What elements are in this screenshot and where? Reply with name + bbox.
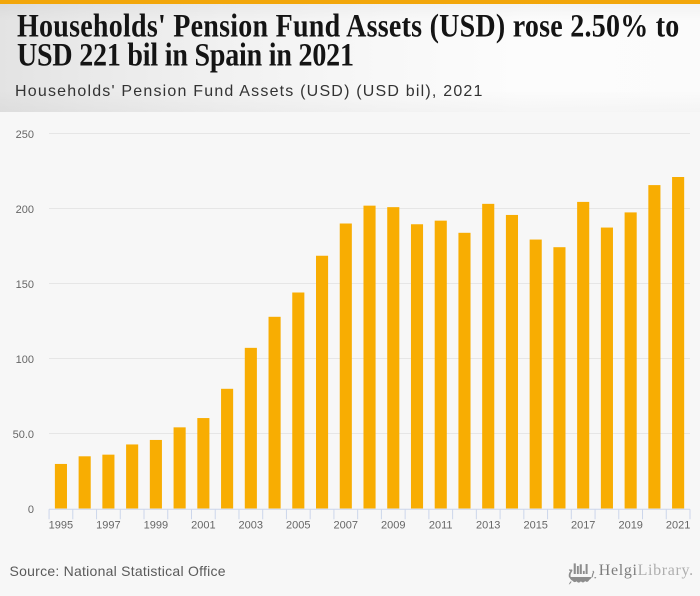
svg-text:50.0: 50.0	[13, 429, 34, 441]
svg-text:100: 100	[16, 354, 34, 366]
svg-text:2003: 2003	[239, 520, 263, 532]
svg-text:250: 250	[16, 129, 34, 141]
svg-text:2017: 2017	[571, 520, 595, 532]
svg-text:2009: 2009	[381, 520, 405, 532]
svg-text:2015: 2015	[523, 520, 547, 532]
svg-text:2001: 2001	[191, 520, 215, 532]
svg-text:2005: 2005	[286, 520, 310, 532]
svg-text:2019: 2019	[618, 520, 642, 532]
svg-text:1997: 1997	[96, 520, 120, 532]
svg-text:2007: 2007	[334, 520, 358, 532]
svg-text:2011: 2011	[429, 520, 453, 532]
svg-text:2021: 2021	[666, 520, 690, 532]
svg-text:1999: 1999	[144, 520, 168, 532]
svg-text:0: 0	[28, 504, 34, 516]
svg-text:150: 150	[16, 279, 34, 291]
svg-text:200: 200	[16, 204, 34, 216]
svg-text:2013: 2013	[476, 520, 500, 532]
svg-text:1995: 1995	[49, 520, 73, 532]
